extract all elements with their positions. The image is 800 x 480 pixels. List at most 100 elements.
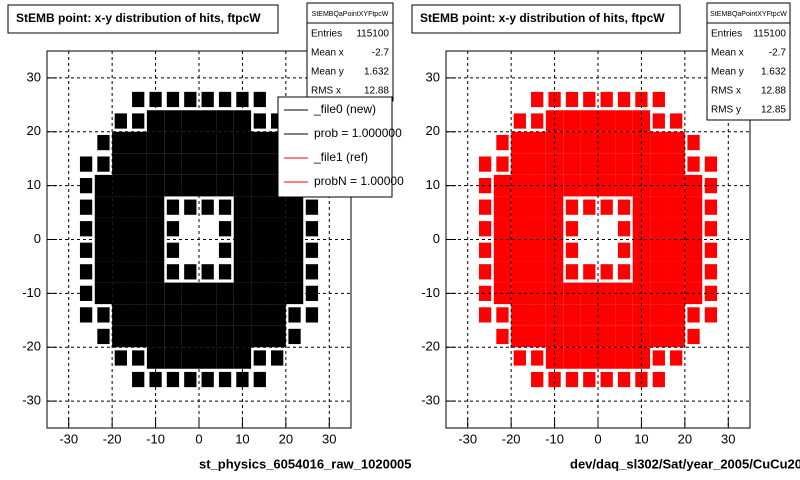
stats-label: RMS x: [711, 86, 741, 97]
hit-box: [600, 199, 613, 215]
hit-box: [667, 153, 685, 175]
hit-box: [684, 196, 703, 218]
hit-box: [233, 325, 252, 348]
hit-box: [199, 131, 217, 154]
hit-box: [79, 264, 93, 280]
hit-box: [218, 264, 232, 280]
hit-box: [511, 131, 529, 154]
hit-box: [285, 217, 304, 240]
hit-box: [545, 110, 564, 132]
hit-box: [216, 282, 234, 305]
hit-box: [545, 261, 564, 283]
hit-box: [580, 282, 598, 305]
hit-box: [493, 239, 512, 262]
hit-box: [652, 113, 665, 129]
hit-box: [531, 91, 544, 108]
x-tick-label: -10: [146, 431, 165, 446]
hit-box: [615, 153, 633, 175]
y-tick-label: -10: [22, 285, 41, 300]
title-box: [7, 4, 279, 34]
hit-box: [687, 307, 700, 323]
hit-box: [478, 178, 492, 194]
hit-box: [132, 113, 145, 129]
hit-box: [617, 371, 631, 388]
hit-box: [97, 134, 110, 151]
hit-box: [112, 153, 130, 175]
stats-label: Mean y: [711, 67, 744, 78]
hit-box: [149, 371, 162, 388]
stats-label: RMS x: [311, 86, 341, 97]
hit-box: [667, 217, 685, 240]
hit-box: [563, 282, 581, 305]
y-tick-label: -20: [22, 339, 41, 354]
hit-box: [216, 110, 234, 132]
hit-box: [617, 242, 631, 258]
y-tick-label: 0: [433, 231, 440, 246]
hit-box: [632, 110, 651, 132]
hit-box: [216, 347, 234, 369]
stats-name: StEMBQaPointXYFtpcW: [710, 11, 787, 18]
hit-box: [288, 307, 301, 323]
legend-box: [277, 96, 393, 198]
stats-value: -2.7: [769, 48, 787, 59]
hit-box: [598, 347, 616, 369]
hit-box: [129, 325, 147, 348]
hit-box: [496, 307, 509, 323]
hit-box: [285, 196, 304, 218]
hit-box: [598, 304, 616, 326]
hit-box: [615, 347, 633, 369]
hit-box: [199, 174, 217, 197]
hit-box: [164, 282, 182, 305]
hit-box: [305, 307, 319, 323]
hit-box: [600, 371, 613, 388]
x-tick-label: 0: [594, 431, 601, 446]
y-tick-label: -30: [421, 393, 440, 408]
hit-box: [632, 153, 651, 175]
y-tick-label: 20: [426, 123, 440, 138]
title-box: [411, 4, 681, 34]
stats-value: 1.632: [761, 67, 786, 78]
hit-box: [667, 261, 685, 283]
hit-box: [181, 131, 199, 154]
hit-box: [615, 282, 633, 305]
stats-value: 115100: [356, 29, 389, 40]
hit-box: [650, 261, 668, 283]
hit-box: [94, 196, 113, 218]
y-tick-label: -30: [22, 393, 41, 408]
hit-box: [146, 217, 165, 240]
hit-box: [199, 282, 217, 305]
stats-label: Mean y: [311, 67, 344, 78]
hit-box: [251, 239, 269, 262]
frame-border: [445, 50, 751, 429]
hit-box: [565, 221, 579, 237]
y-tick-label: 0: [34, 231, 41, 246]
hit-box: [650, 153, 668, 175]
hit-box: [493, 196, 512, 218]
hit-box: [528, 131, 546, 154]
hit-box: [305, 264, 319, 280]
hit-box: [563, 110, 581, 132]
stats-value: -2.7: [372, 48, 390, 59]
hit-box: [563, 174, 581, 197]
hit-box: [531, 350, 544, 366]
hit-box: [617, 199, 631, 215]
hit-box: [166, 91, 180, 108]
hit-box: [650, 196, 668, 218]
hit-box: [511, 217, 529, 240]
hit-box: [563, 304, 581, 326]
hit-box: [97, 156, 110, 172]
hit-box: [580, 153, 598, 175]
hit-box: [184, 371, 197, 388]
hit-box: [580, 174, 598, 197]
hit-box: [687, 134, 700, 151]
hit-box: [528, 153, 546, 175]
hit-box: [233, 110, 252, 132]
hit-box: [615, 131, 633, 154]
hit-box: [565, 242, 579, 258]
hit-box: [112, 239, 130, 262]
hit-box: [218, 91, 232, 108]
hit-box: [184, 199, 197, 215]
hit-box: [667, 131, 685, 154]
hit-box: [79, 307, 93, 323]
x-tick-label: 0: [195, 431, 202, 446]
